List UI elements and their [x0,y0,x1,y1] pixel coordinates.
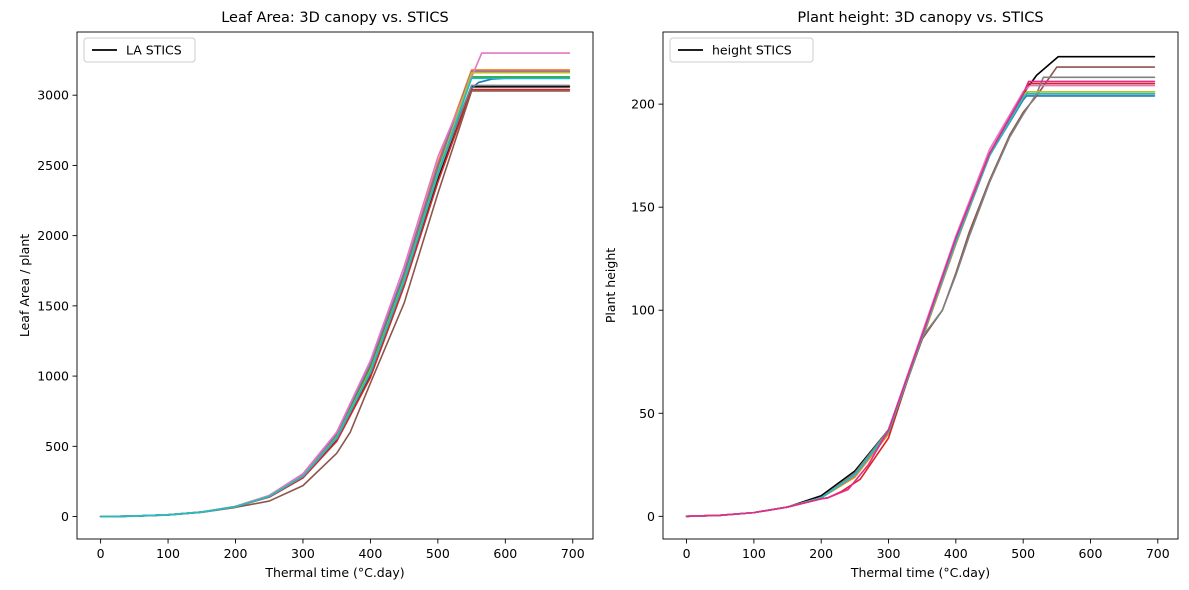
series-line-6 [99,90,571,518]
series-line-1 [99,77,571,518]
x-tick-label: 0 [97,546,105,561]
series-line-10 [99,77,571,518]
plant-height-chart: 0 100 200 300 400 500 600 700 0 50 100 150 200 Plant … [603,10,1179,580]
x-axis-label: Thermal time (°C.day) [850,565,990,580]
series-line-0 [685,55,1156,518]
chart-title: Plant height: 3D canopy vs. STICS [797,10,1043,26]
series-line-10 [685,93,1156,518]
x-tick-label: 600 [493,546,517,561]
series-line-6 [685,66,1156,518]
x-tick-label: 700 [1146,546,1170,561]
legend-label: LA STICS [126,43,182,58]
y-tick-label: 0 [61,509,69,524]
legend-box [83,37,196,63]
y-axis-label: Leaf Area / plant [17,234,32,337]
series-line-5 [685,93,1156,518]
y-axis: 0 50 100 150 200 [631,97,663,524]
legend: LA STICS [83,37,196,63]
x-tick-label: 200 [224,546,248,561]
series-line-3 [99,76,571,518]
chart-title: Leaf Area: 3D canopy vs. STICS [221,10,449,26]
y-tick-label: 2000 [37,228,69,243]
series-line-7 [685,84,1156,518]
x-tick-label: 100 [742,546,766,561]
series-line-3 [685,90,1156,518]
y-tick-label: 100 [631,303,655,318]
axes-frame [76,31,594,540]
y-tick-label: 200 [631,97,655,112]
x-tick-label: 200 [809,546,833,561]
series-line-9 [685,90,1156,518]
series-line-8 [685,76,1156,518]
x-axis: 0 100 200 300 400 500 600 700 [683,539,1170,561]
legend-box [669,37,814,63]
y-tick-label: 500 [45,439,69,454]
series-line-2 [99,69,571,518]
series-line-9 [99,71,571,518]
y-tick-label: 150 [631,200,655,215]
x-tick-label: 300 [291,546,315,561]
series-line-4 [99,88,571,518]
series-lines [685,55,1156,518]
y-tick-label: 0 [647,509,655,524]
x-tick-label: 600 [1079,546,1103,561]
x-tick-label: 700 [561,546,585,561]
y-tick-label: 1500 [37,298,69,313]
y-tick-label: 50 [639,406,655,421]
x-tick-label: 400 [358,546,382,561]
x-tick-label: 500 [1011,546,1035,561]
y-axis: 0 500 1000 1500 2000 2500 3000 [37,88,77,524]
series-line-5 [99,70,571,518]
x-axis: 0 100 200 300 400 500 600 700 [97,539,585,561]
x-tick-label: 100 [156,546,180,561]
series-line-7 [99,52,571,518]
y-tick-label: 2500 [37,158,69,173]
series-lines [99,52,571,518]
series-line-1 [685,95,1156,518]
axes-frame [662,31,1179,540]
x-tick-label: 300 [877,546,901,561]
series-line-0 [99,85,571,518]
legend: height STICS [669,37,814,63]
y-axis-label: Plant height [603,248,618,323]
x-tick-label: 0 [683,546,691,561]
x-tick-label: 500 [426,546,450,561]
series-line-4 [685,82,1156,518]
x-axis-label: Thermal time (°C.day) [264,565,404,580]
series-line-8 [99,84,571,518]
series-line-11 [685,80,1156,518]
series-line-2 [685,93,1156,518]
x-tick-label: 400 [944,546,968,561]
y-tick-label: 3000 [37,88,69,103]
leaf-area-chart: 0 100 200 300 400 500 600 700 0 500 1000 1500 2000 25… [17,10,594,580]
y-tick-label: 1000 [37,369,69,384]
legend-label: height STICS [712,43,792,58]
